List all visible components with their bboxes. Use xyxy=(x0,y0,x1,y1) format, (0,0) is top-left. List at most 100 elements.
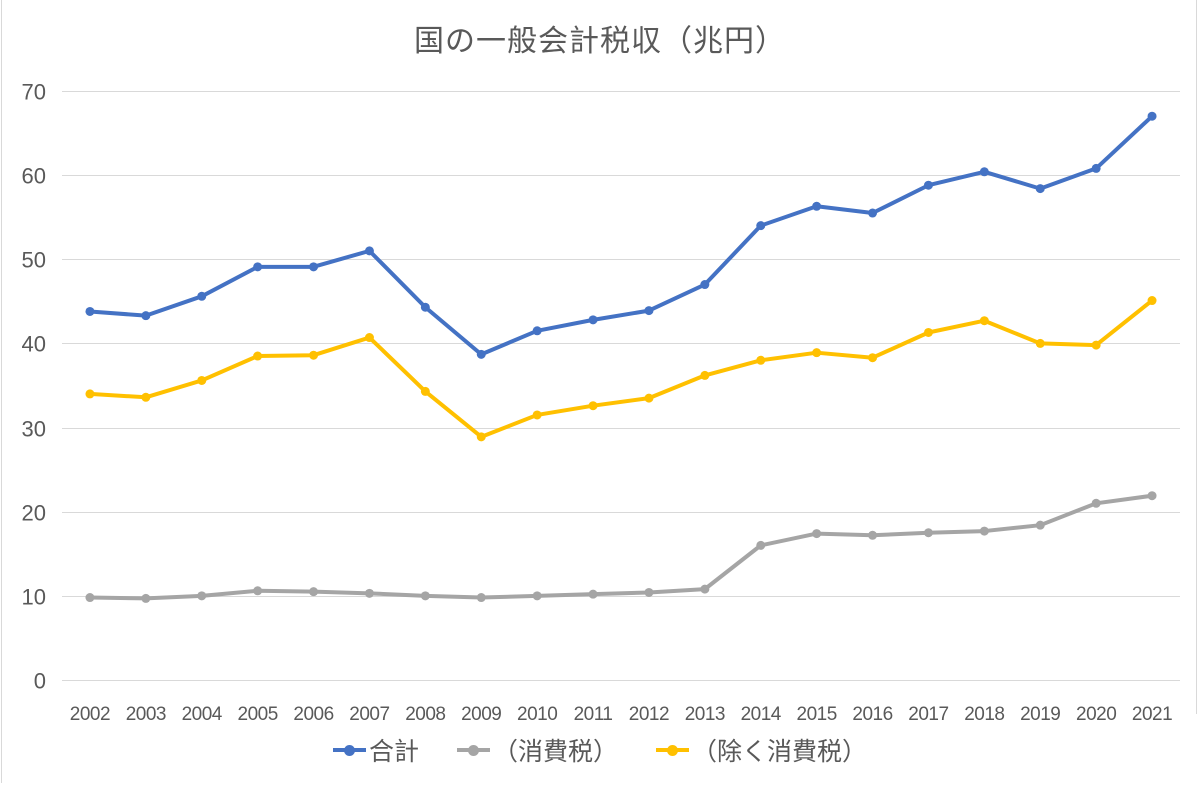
x-axis-tick-label: 2019 xyxy=(1020,704,1060,725)
data-point-consumption-tax xyxy=(923,528,933,538)
data-point-excluding-consumption-tax xyxy=(309,350,319,360)
data-point-excluding-consumption-tax xyxy=(756,355,766,365)
data-point-total xyxy=(812,201,822,211)
y-axis-tick-label: 30 xyxy=(22,417,46,442)
data-point-excluding-consumption-tax xyxy=(588,401,598,411)
data-point-total xyxy=(420,302,430,312)
legend-label: 合計 xyxy=(368,738,419,766)
data-point-excluding-consumption-tax xyxy=(644,393,654,403)
x-axis-tick-label: 2008 xyxy=(405,704,445,725)
data-point-total xyxy=(923,180,933,190)
data-point-total xyxy=(588,315,598,325)
data-point-consumption-tax xyxy=(644,587,654,597)
series-line-total xyxy=(87,114,1155,357)
data-point-total xyxy=(868,208,878,218)
data-point-total xyxy=(756,221,766,231)
data-point-consumption-tax xyxy=(756,540,766,550)
data-point-total xyxy=(476,349,486,359)
data-point-consumption-tax xyxy=(868,530,878,540)
data-point-consumption-tax xyxy=(979,526,989,536)
legend-marker-dot-icon xyxy=(343,744,355,756)
x-axis-tick-label: 2013 xyxy=(685,704,725,725)
data-point-total xyxy=(253,262,263,272)
y-axis-tick-label: 10 xyxy=(22,585,46,610)
legend: 合計 （消費税） （除く消費税） xyxy=(0,730,1200,770)
data-point-consumption-tax xyxy=(476,593,486,603)
data-point-consumption-tax xyxy=(700,584,710,594)
x-axis-tick-label: 2014 xyxy=(741,704,782,725)
data-point-consumption-tax xyxy=(1147,491,1157,501)
legend-label: （消費税） xyxy=(492,738,618,766)
data-point-consumption-tax xyxy=(364,588,374,598)
data-point-excluding-consumption-tax xyxy=(420,386,430,396)
legend-item-excluding-consumption-tax: （除く消費税） xyxy=(656,732,867,768)
y-axis-tick-label: 20 xyxy=(22,501,46,526)
legend-marker-icon xyxy=(456,744,490,756)
data-point-total xyxy=(644,306,654,316)
data-point-excluding-consumption-tax xyxy=(197,375,207,385)
data-point-consumption-tax xyxy=(141,593,151,603)
x-axis-tick-label: 2012 xyxy=(629,704,669,725)
y-axis-tick-label: 70 xyxy=(22,80,46,105)
data-point-total xyxy=(700,280,710,290)
data-point-consumption-tax xyxy=(588,589,598,599)
x-axis-tick-label: 2021 xyxy=(1132,704,1172,725)
data-point-consumption-tax xyxy=(197,591,207,601)
x-axis-tick-label: 2006 xyxy=(293,704,333,725)
x-axis-tick-label: 2004 xyxy=(182,704,223,725)
data-point-total xyxy=(141,311,151,321)
legend-marker-icon xyxy=(656,744,689,756)
x-axis-tick-label: 2016 xyxy=(852,704,892,725)
x-axis-tick-label: 2017 xyxy=(908,704,948,725)
data-point-excluding-consumption-tax xyxy=(532,410,542,420)
x-axis-tick-label: 2005 xyxy=(238,704,278,725)
data-point-total xyxy=(979,167,989,177)
data-point-total xyxy=(1091,163,1101,173)
x-axis-tick-label: 2003 xyxy=(126,704,166,725)
x-axis-tick-label: 2018 xyxy=(964,704,1004,725)
legend-label: （除く消費税） xyxy=(692,738,868,766)
x-axis-tick-label: 2010 xyxy=(517,704,557,725)
data-point-consumption-tax xyxy=(309,587,319,597)
y-axis-tick-label: 50 xyxy=(22,248,46,273)
data-point-consumption-tax xyxy=(420,591,430,601)
data-point-total xyxy=(1035,184,1045,194)
data-point-excluding-consumption-tax xyxy=(923,327,933,337)
data-point-consumption-tax xyxy=(253,586,263,596)
x-axis-tick-label: 2015 xyxy=(797,704,837,725)
data-point-excluding-consumption-tax xyxy=(868,353,878,363)
legend-marker-icon xyxy=(332,744,366,756)
data-point-excluding-consumption-tax xyxy=(700,370,710,380)
series-line-consumption-tax xyxy=(87,493,1155,601)
data-point-excluding-consumption-tax xyxy=(812,348,822,358)
data-point-consumption-tax xyxy=(1035,520,1045,530)
data-point-total xyxy=(309,262,319,272)
data-point-total xyxy=(364,246,374,256)
data-point-excluding-consumption-tax xyxy=(141,392,151,402)
data-point-excluding-consumption-tax xyxy=(1147,296,1157,306)
data-point-excluding-consumption-tax xyxy=(476,432,486,442)
y-axis-tick-label: 40 xyxy=(22,332,46,357)
x-axis-tick-label: 2011 xyxy=(574,704,613,725)
data-point-total xyxy=(197,291,207,301)
data-point-consumption-tax xyxy=(1091,498,1101,508)
x-axis-tick-label: 2020 xyxy=(1076,704,1116,725)
data-point-excluding-consumption-tax xyxy=(364,333,374,343)
y-axis-tick-label: 60 xyxy=(22,164,46,189)
data-point-excluding-consumption-tax xyxy=(1091,340,1101,350)
data-point-total xyxy=(532,326,542,336)
data-point-consumption-tax xyxy=(812,529,822,539)
data-point-excluding-consumption-tax xyxy=(1035,338,1045,348)
chart-title: 国の一般会計税収（兆円） xyxy=(414,25,786,58)
data-point-excluding-consumption-tax xyxy=(979,316,989,326)
data-point-excluding-consumption-tax xyxy=(253,351,263,361)
x-axis-tick-label: 2002 xyxy=(70,704,110,725)
x-axis-tick-label: 2009 xyxy=(461,704,501,725)
chart-left-border-line xyxy=(1,0,2,783)
data-point-consumption-tax xyxy=(532,591,542,601)
y-axis-tick-label: 0 xyxy=(34,669,46,694)
data-point-consumption-tax xyxy=(85,593,95,603)
x-axis-tick-label: 2007 xyxy=(349,704,389,725)
